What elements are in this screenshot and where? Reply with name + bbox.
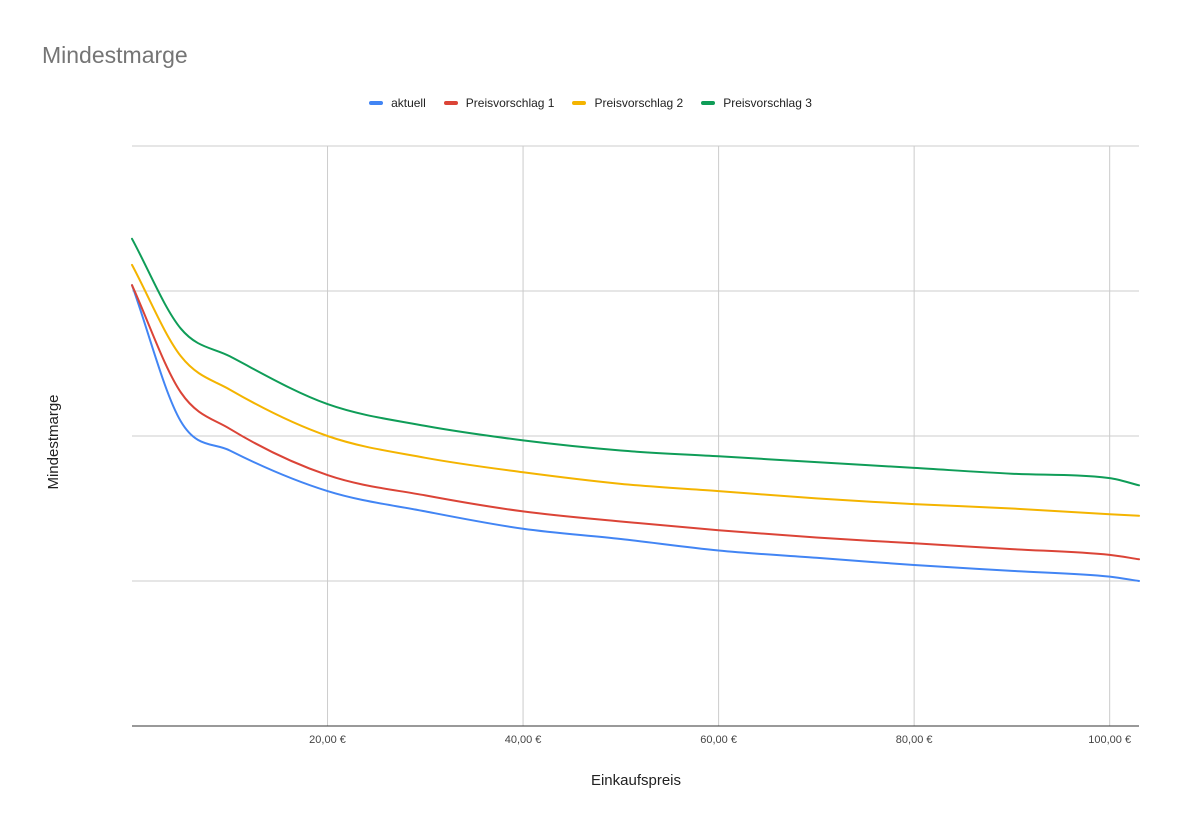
legend-label-preisvorschlag-1: Preisvorschlag 1 (465, 96, 555, 110)
legend-swatch-preisvorschlag-1 (443, 101, 458, 105)
series-line-preisvorschlag-2[interactable] (131, 263, 1140, 517)
x-tick-label: 60,00 € (700, 734, 737, 746)
legend-swatch-preisvorschlag-3 (701, 101, 716, 105)
series-layer (131, 237, 1140, 582)
legend-item-preisvorschlag-2[interactable]: Preisvorschlag 2 (572, 96, 683, 110)
chart-title: Mindestmarge (42, 42, 188, 68)
x-tick-label: 20,00 € (309, 734, 346, 746)
x-axis-title: Einkaufspreis (591, 772, 681, 789)
x-tick-label: 40,00 € (505, 734, 542, 746)
legend-swatch-aktuell (369, 101, 384, 105)
legend: aktuell Preisvorschlag 1 Preisvorschlag … (0, 96, 1181, 110)
legend-label-aktuell: aktuell (391, 96, 426, 110)
legend-item-aktuell[interactable]: aktuell (369, 96, 426, 110)
legend-swatch-preisvorschlag-2 (572, 101, 587, 105)
legend-item-preisvorschlag-1[interactable]: Preisvorschlag 1 (443, 96, 555, 110)
x-tick-layer: 20,00 € 40,00 € 60,00 € 80,00 € 100,00 € (309, 734, 1131, 746)
series-line-aktuell[interactable] (131, 284, 1140, 582)
y-axis-title: Mindestmarge (45, 394, 62, 489)
series-line-preisvorschlag-3[interactable] (131, 237, 1140, 487)
legend-item-preisvorschlag-3[interactable]: Preisvorschlag 3 (701, 96, 812, 110)
x-tick-label: 100,00 € (1088, 734, 1131, 746)
legend-label-preisvorschlag-3: Preisvorschlag 3 (723, 96, 812, 110)
grid-layer (132, 145, 1139, 727)
series-line-preisvorschlag-1[interactable] (131, 284, 1140, 561)
x-tick-label: 80,00 € (896, 734, 933, 746)
legend-label-preisvorschlag-2: Preisvorschlag 2 (594, 96, 684, 110)
